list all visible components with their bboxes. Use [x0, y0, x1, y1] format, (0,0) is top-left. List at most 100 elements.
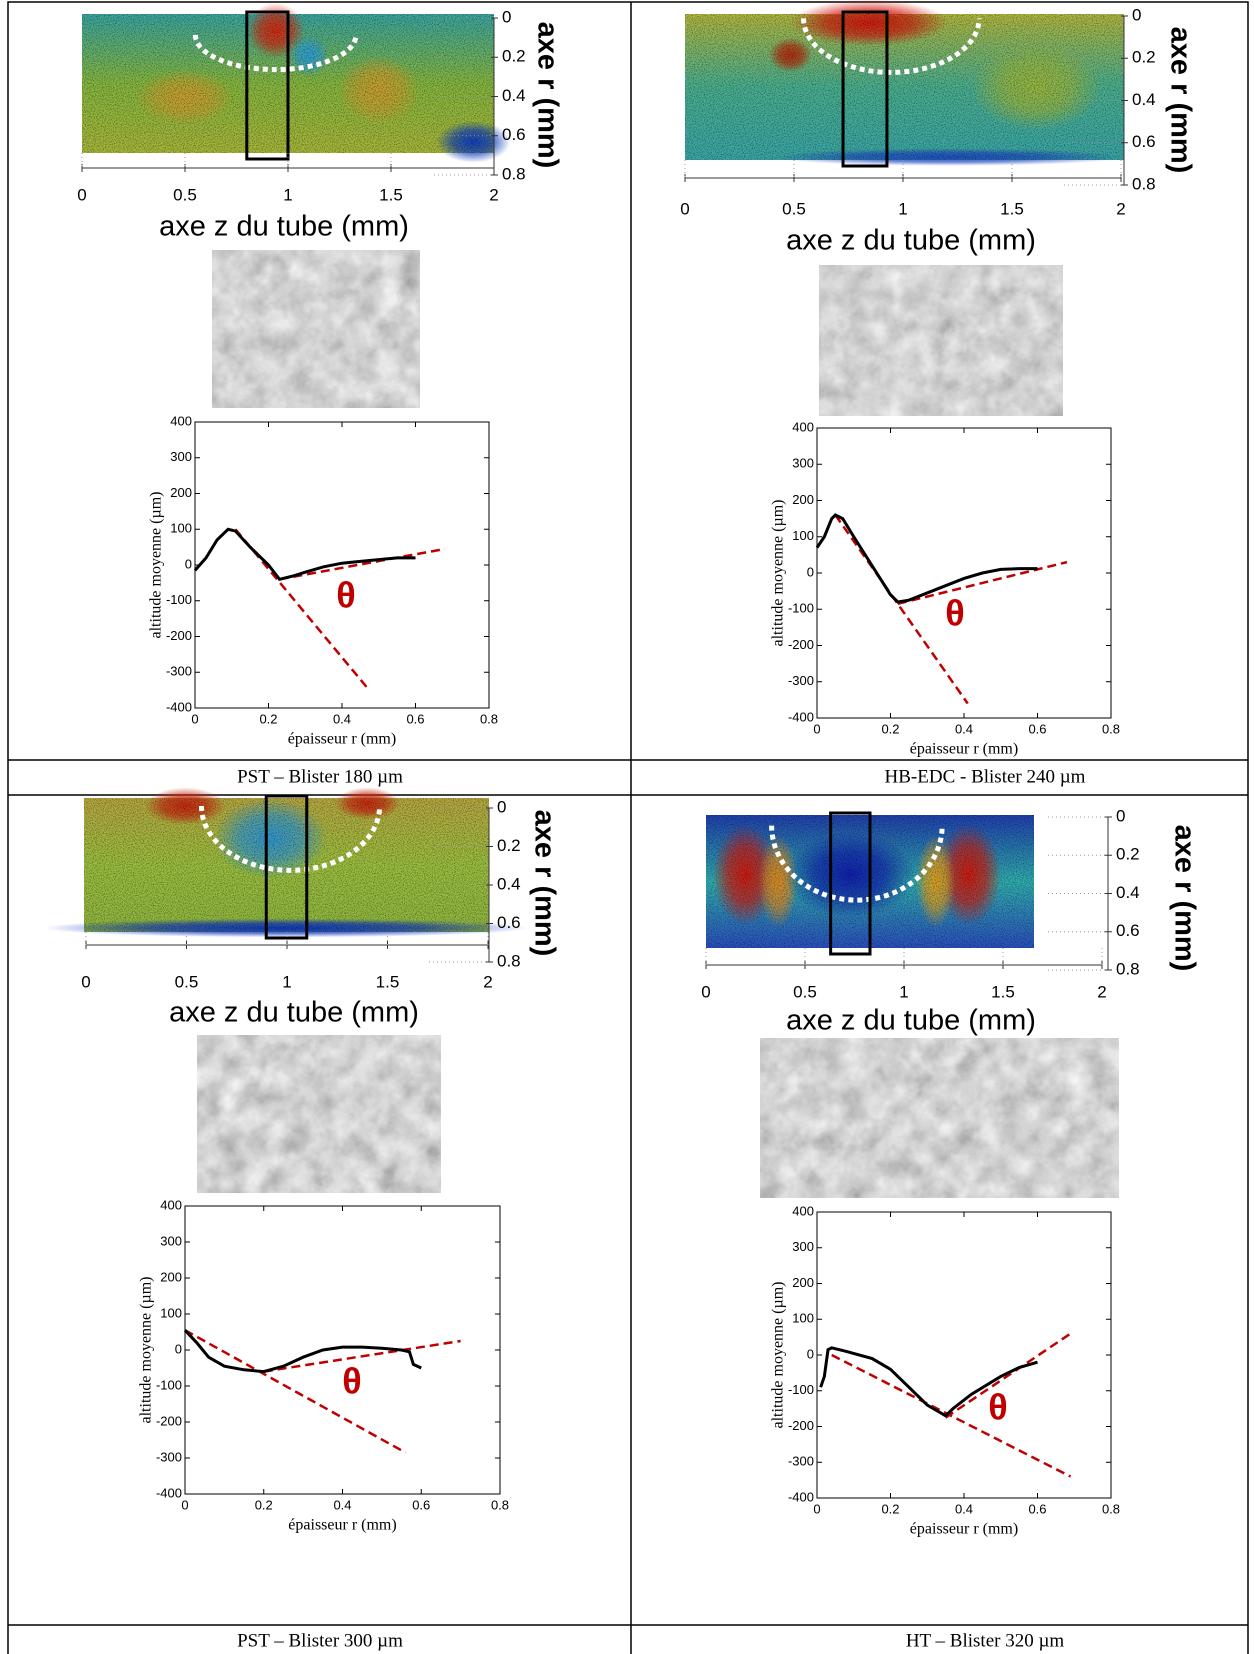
x-axis-label: axe z du tube (mm)	[786, 1005, 1036, 1037]
y-tick-label: 0	[1116, 806, 1125, 825]
plot-frame	[184, 1205, 501, 1495]
plot-frame	[194, 421, 490, 709]
annotation: θ	[336, 575, 355, 616]
x-tick-label: 0	[191, 711, 198, 726]
y-tick-label: -400	[166, 699, 192, 714]
y-tick-label: 100	[792, 1311, 814, 1326]
y-tick-label: 0.2	[1132, 48, 1156, 67]
sem-image	[819, 265, 1063, 416]
fit-line	[944, 1332, 1072, 1419]
x-tick-label: 0.5	[782, 199, 806, 218]
sem-image	[197, 1035, 441, 1193]
y-tick-label: 0.6	[1116, 921, 1140, 940]
y-tick-label: 200	[160, 1269, 182, 1284]
profile-line	[193, 527, 416, 581]
x-tick-label: 0.4	[333, 711, 351, 726]
profile-line	[815, 513, 1038, 604]
annotation: θ	[988, 1387, 1007, 1428]
x-tick-label: 0.2	[881, 1501, 899, 1516]
y-tick-label: 200	[792, 492, 814, 507]
y-tick-label: 0.4	[502, 86, 526, 105]
y-tick-label: -300	[156, 1449, 182, 1464]
x-tick-label: 0.6	[406, 711, 424, 726]
y-tick-label: 0.6	[502, 125, 526, 144]
x-tick-label: 0.5	[173, 185, 197, 204]
y-tick-label: 0.2	[497, 836, 521, 855]
y-tick-label: 0	[807, 564, 814, 579]
cell: 0 0.5 1 1.5 2 axe z du tube (mm) 0 0.2 0.4 0.6 0.8…	[77, 2, 563, 787]
y-tick-label: 0	[1132, 5, 1141, 24]
x-tick-label: 2	[489, 185, 498, 204]
profile-window	[245, 10, 290, 161]
x-tick-label: 0.5	[175, 972, 199, 991]
y-axis-label: altitude moyenne (µm)	[770, 500, 787, 647]
blister-outline	[198, 806, 383, 873]
surface-map: 0 0.5 1 1.5 2 axe z du tube (mm) 0 0.2 0.4 0.6 0.8…	[701, 806, 1200, 1036]
cell: 0 0.5 1 1.5 2 axe z du tube (mm) 0 0.2 0.4 0.6 0.8…	[701, 806, 1200, 1651]
x-tick-label: 1	[283, 185, 292, 204]
plot-frame	[816, 1211, 1112, 1499]
x-tick-label: 0.6	[1028, 721, 1046, 736]
surface-map: 0 0.5 1 1.5 2 axe z du tube (mm) 0 0.2 0.4 0.6 0.8…	[680, 0, 1196, 257]
profile-chart: -400 -300 -200 -100 0 100 200 300 400 0 0.2 0.4 0.6 0…	[770, 419, 1120, 757]
x-axis-label: axe z du tube (mm)	[169, 997, 419, 1029]
profile-window	[829, 811, 872, 956]
surface-map: 0 0.5 1 1.5 2 axe z du tube (mm) 0 0.2 0.4 0.6 0.8…	[77, 2, 563, 243]
annotation: θ	[342, 1361, 361, 1402]
y-tick-label: 0	[175, 1341, 182, 1356]
x-tick-label: 1.5	[376, 972, 400, 991]
y-tick-label: 200	[170, 485, 192, 500]
x-tick-label: 0.2	[259, 711, 277, 726]
y-tick-label: -100	[156, 1377, 182, 1392]
x-tick-label: 0.8	[480, 711, 498, 726]
x-tick-label: 1.5	[1000, 199, 1024, 218]
profile-window	[264, 794, 309, 940]
x-axis-label: épaisseur r (mm)	[288, 731, 396, 748]
y-tick-label: -100	[788, 601, 814, 616]
x-tick-label: 2	[483, 972, 492, 991]
y-tick-label: 400	[170, 413, 192, 428]
y-tick-label: 300	[170, 449, 192, 464]
y-tick-label: 0.4	[1116, 883, 1140, 902]
y-tick-label: 300	[160, 1233, 182, 1248]
x-axis-label: épaisseur r (mm)	[910, 741, 1018, 758]
y-tick-label: -300	[788, 673, 814, 688]
blister-outline	[801, 18, 982, 75]
profile-line	[819, 1346, 1038, 1418]
caption: PST – Blister 180 µm	[237, 766, 403, 787]
x-tick-label: 0.6	[412, 1497, 430, 1512]
x-tick-label: 1	[282, 972, 291, 991]
y-tick-label: 0.8	[1116, 959, 1140, 978]
x-tick-label: 1	[898, 199, 907, 218]
x-tick-label: 0.6	[1028, 1501, 1046, 1516]
y-tick-label: 0	[807, 1346, 814, 1361]
x-tick-label: 0	[701, 982, 710, 1001]
y-tick-label: -100	[166, 592, 192, 607]
y-tick-label: 0.8	[497, 951, 521, 970]
x-tick-label: 0.2	[255, 1497, 273, 1512]
y-tick-label: -300	[788, 1454, 814, 1469]
y-tick-label: -400	[788, 1489, 814, 1504]
caption: PST – Blister 300 µm	[237, 1630, 403, 1651]
y-axis-label: altitude moyenne (µm)	[148, 492, 165, 639]
x-tick-label: 0.8	[1102, 721, 1120, 736]
x-axis-label: axe z du tube (mm)	[159, 211, 409, 243]
y-axis-label: altitude moyenne (µm)	[138, 1277, 155, 1424]
y-axis-label: axe r (mm)	[1168, 825, 1200, 972]
y-tick-label: 300	[792, 456, 814, 471]
y-tick-label: 100	[792, 528, 814, 543]
caption: HT – Blister 320 µm	[906, 1630, 1065, 1651]
fit-line	[184, 1329, 407, 1454]
fit-line	[279, 547, 446, 581]
x-tick-label: 2	[1116, 199, 1125, 218]
y-tick-label: 400	[792, 1203, 814, 1218]
blister-outline	[192, 34, 359, 73]
x-tick-label: 2	[1097, 982, 1106, 1001]
y-tick-label: -200	[788, 1418, 814, 1433]
y-tick-label: -300	[166, 664, 192, 679]
plot-frame	[816, 427, 1112, 719]
profile-chart: -400 -300 -200 -100 0 100 200 300 400 0 0.2 0.4 0.6 0…	[770, 1203, 1120, 1537]
y-tick-label: 100	[160, 1305, 182, 1320]
x-tick-label: 1.5	[379, 185, 403, 204]
